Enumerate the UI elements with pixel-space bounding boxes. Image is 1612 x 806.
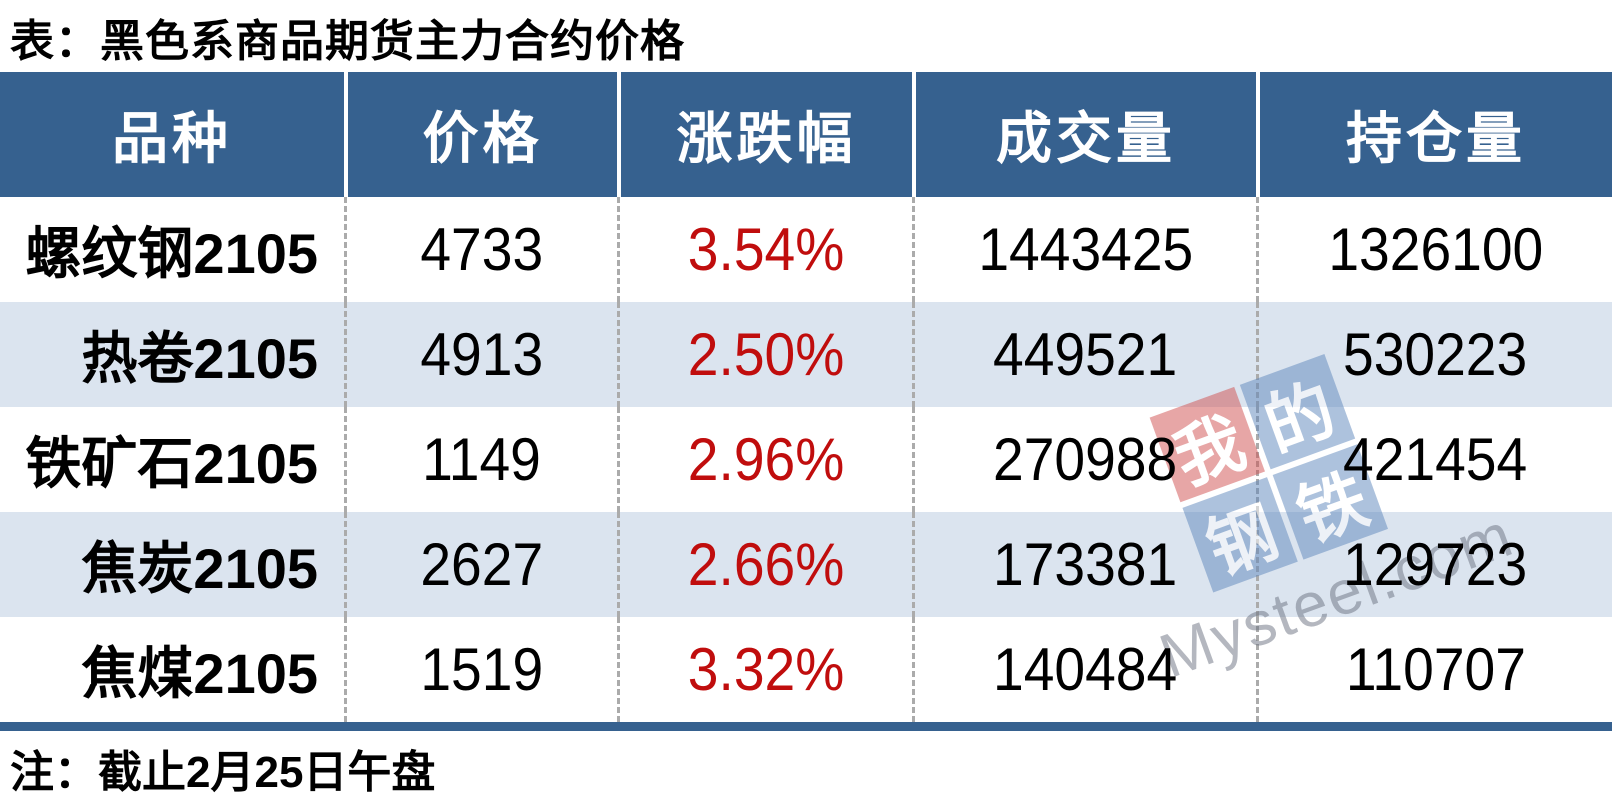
column-header-2: 涨跌幅 xyxy=(617,72,912,197)
table-bottom-border xyxy=(0,722,1612,731)
table-row: 热卷2105 4913 2.50% 449521 530223 xyxy=(0,302,1612,407)
price-cell: 2627 xyxy=(344,512,617,617)
cell-text: 3.54% xyxy=(687,216,845,283)
change-cell: 3.32% xyxy=(617,617,912,722)
table-row: 螺纹钢2105 4733 3.54% 1443425 1326100 xyxy=(0,197,1612,302)
cell-text: 2.96% xyxy=(687,426,845,493)
table-row: 焦炭2105 2627 2.66% 173381 129723 xyxy=(0,512,1612,617)
cell-text: 1326100 xyxy=(1328,216,1543,283)
cell-text: 3.32% xyxy=(687,636,845,703)
cell-text: 4733 xyxy=(420,216,544,283)
open-interest-cell: 530223 xyxy=(1256,302,1612,407)
volume-cell: 140484 xyxy=(912,617,1256,722)
page-title: 表：黑色系商品期货主力合约价格 xyxy=(10,17,685,66)
cell-text: 530223 xyxy=(1343,321,1528,388)
table-note: 注：截止2月25日午盘 xyxy=(10,748,436,797)
table-body: 螺纹钢2105 4733 3.54% 1443425 1326100 热卷210… xyxy=(0,197,1612,722)
cell-text: 热卷2105 xyxy=(81,327,318,390)
cell-text: 2.66% xyxy=(687,531,845,598)
cell-text: 449521 xyxy=(993,321,1178,388)
column-header-4: 持仓量 xyxy=(1256,72,1612,197)
variety-cell: 焦煤2105 xyxy=(0,617,344,722)
price-cell: 1519 xyxy=(344,617,617,722)
cell-text: 螺纹钢2105 xyxy=(25,222,318,285)
change-cell: 2.96% xyxy=(617,407,912,512)
volume-cell: 449521 xyxy=(912,302,1256,407)
column-header-1: 价格 xyxy=(344,72,617,197)
price-cell: 1149 xyxy=(344,407,617,512)
table-row: 焦煤2105 1519 3.32% 140484 110707 xyxy=(0,617,1612,722)
cell-text: 110707 xyxy=(1345,636,1526,703)
cell-text: 421454 xyxy=(1343,426,1528,493)
open-interest-cell: 421454 xyxy=(1256,407,1612,512)
open-interest-cell: 1326100 xyxy=(1256,197,1612,302)
change-cell: 3.54% xyxy=(617,197,912,302)
variety-cell: 热卷2105 xyxy=(0,302,344,407)
cell-text: 4913 xyxy=(420,321,544,388)
open-interest-cell: 110707 xyxy=(1256,617,1612,722)
volume-cell: 173381 xyxy=(912,512,1256,617)
cell-text: 1519 xyxy=(420,636,544,703)
column-header-3: 成交量 xyxy=(912,72,1256,197)
cell-text: 焦煤2105 xyxy=(81,642,318,705)
cell-text: 140484 xyxy=(993,636,1178,703)
cell-text: 129723 xyxy=(1343,531,1528,598)
cell-text: 270988 xyxy=(993,426,1178,493)
table-header-row: 品种 价格 涨跌幅 成交量 持仓量 xyxy=(0,72,1612,197)
table-row: 铁矿石2105 1149 2.96% 270988 421454 xyxy=(0,407,1612,512)
volume-cell: 1443425 xyxy=(912,197,1256,302)
price-cell: 4913 xyxy=(344,302,617,407)
variety-cell: 焦炭2105 xyxy=(0,512,344,617)
variety-cell: 铁矿石2105 xyxy=(0,407,344,512)
cell-text: 2.50% xyxy=(687,321,845,388)
change-cell: 2.66% xyxy=(617,512,912,617)
column-header-0: 品种 xyxy=(112,109,232,171)
cell-text: 焦炭2105 xyxy=(81,537,318,600)
price-cell: 4733 xyxy=(344,197,617,302)
open-interest-cell: 129723 xyxy=(1256,512,1612,617)
futures-price-table: 品种 价格 涨跌幅 成交量 持仓量 螺纹钢2105 4733 3.54% 1443425… xyxy=(0,72,1612,731)
cell-text: 1149 xyxy=(422,426,542,493)
cell-text: 1443425 xyxy=(978,216,1193,283)
cell-text: 2627 xyxy=(420,531,544,598)
change-cell: 2.50% xyxy=(617,302,912,407)
cell-text: 铁矿石2105 xyxy=(25,432,318,495)
volume-cell: 270988 xyxy=(912,407,1256,512)
variety-cell: 螺纹钢2105 xyxy=(0,197,344,302)
cell-text: 173381 xyxy=(993,531,1178,598)
